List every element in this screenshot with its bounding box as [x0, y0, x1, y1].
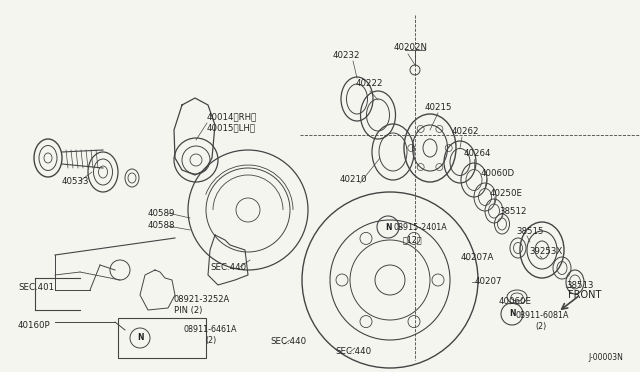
Text: SEC.440: SEC.440 [270, 337, 306, 346]
Text: 38515: 38515 [516, 228, 543, 237]
Text: (2): (2) [535, 323, 547, 331]
Text: 40207A: 40207A [461, 253, 494, 263]
Text: N: N [385, 222, 391, 231]
Text: 40262: 40262 [452, 126, 479, 135]
Text: 40589: 40589 [148, 208, 175, 218]
Text: N: N [509, 310, 515, 318]
Text: 40207: 40207 [475, 278, 502, 286]
Text: 39253X: 39253X [529, 247, 563, 256]
Text: 40250E: 40250E [490, 189, 523, 198]
Text: (2): (2) [205, 337, 216, 346]
Text: 08915-2401A: 08915-2401A [393, 224, 447, 232]
Text: 40215: 40215 [425, 103, 452, 112]
Text: 40060E: 40060E [499, 298, 532, 307]
Text: 40588: 40588 [148, 221, 175, 231]
Text: 08911-6461A: 08911-6461A [183, 326, 237, 334]
Text: 40014〈RH〉: 40014〈RH〉 [207, 112, 257, 122]
Text: SEC.440: SEC.440 [335, 347, 371, 356]
Text: 40015〈LH〉: 40015〈LH〉 [207, 124, 256, 132]
Text: 40210: 40210 [340, 176, 367, 185]
Text: 40264: 40264 [464, 148, 492, 157]
Text: 40222: 40222 [356, 80, 383, 89]
Text: 40533: 40533 [62, 176, 90, 186]
Text: 40232: 40232 [333, 51, 360, 60]
Text: FRONT: FRONT [568, 290, 602, 300]
Text: J-00003N: J-00003N [588, 353, 623, 362]
Text: 08921-3252A: 08921-3252A [174, 295, 230, 304]
Text: SEC.440: SEC.440 [210, 263, 246, 272]
Text: 38512: 38512 [499, 208, 527, 217]
Text: SEC.401: SEC.401 [18, 282, 54, 292]
Text: 40060D: 40060D [481, 170, 515, 179]
Text: 40202N: 40202N [394, 44, 428, 52]
Text: 38513: 38513 [566, 280, 593, 289]
Text: N: N [137, 334, 143, 343]
Text: 40160P: 40160P [18, 321, 51, 330]
Text: PIN (2): PIN (2) [174, 305, 202, 314]
Text: 08911-6081A: 08911-6081A [515, 311, 568, 321]
Text: 〈12〉: 〈12〉 [403, 235, 422, 244]
